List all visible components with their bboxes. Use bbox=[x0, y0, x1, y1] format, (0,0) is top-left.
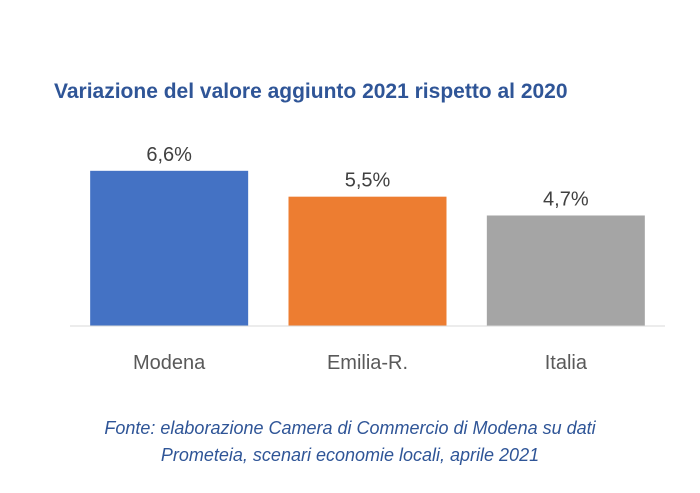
data-label-2: 5,5% bbox=[345, 170, 391, 192]
data-label-3: 4,7% bbox=[543, 188, 589, 210]
bar-1 bbox=[90, 170, 249, 326]
category-label-2: Emilia-R. bbox=[327, 352, 408, 374]
source-note: Fonte: elaborazione Camera di Commercio … bbox=[0, 415, 700, 469]
data-label-1: 6,6% bbox=[146, 144, 192, 166]
chart-title: Variazione del valore aggiunto 2021 risp… bbox=[54, 80, 568, 103]
labels-layer: 6,6% Modena 5,5% Emilia-R. 4,7% Italia bbox=[133, 144, 589, 374]
bar-3 bbox=[486, 215, 645, 326]
category-label-1: Modena bbox=[133, 352, 206, 374]
source-line-2: Prometeia, scenari economie locali, apri… bbox=[160, 445, 540, 465]
bars-layer bbox=[90, 170, 645, 326]
category-label-3: Italia bbox=[545, 352, 588, 374]
source-line-1: Fonte: elaborazione Camera di Commercio … bbox=[104, 418, 596, 438]
bar-2 bbox=[288, 196, 447, 326]
